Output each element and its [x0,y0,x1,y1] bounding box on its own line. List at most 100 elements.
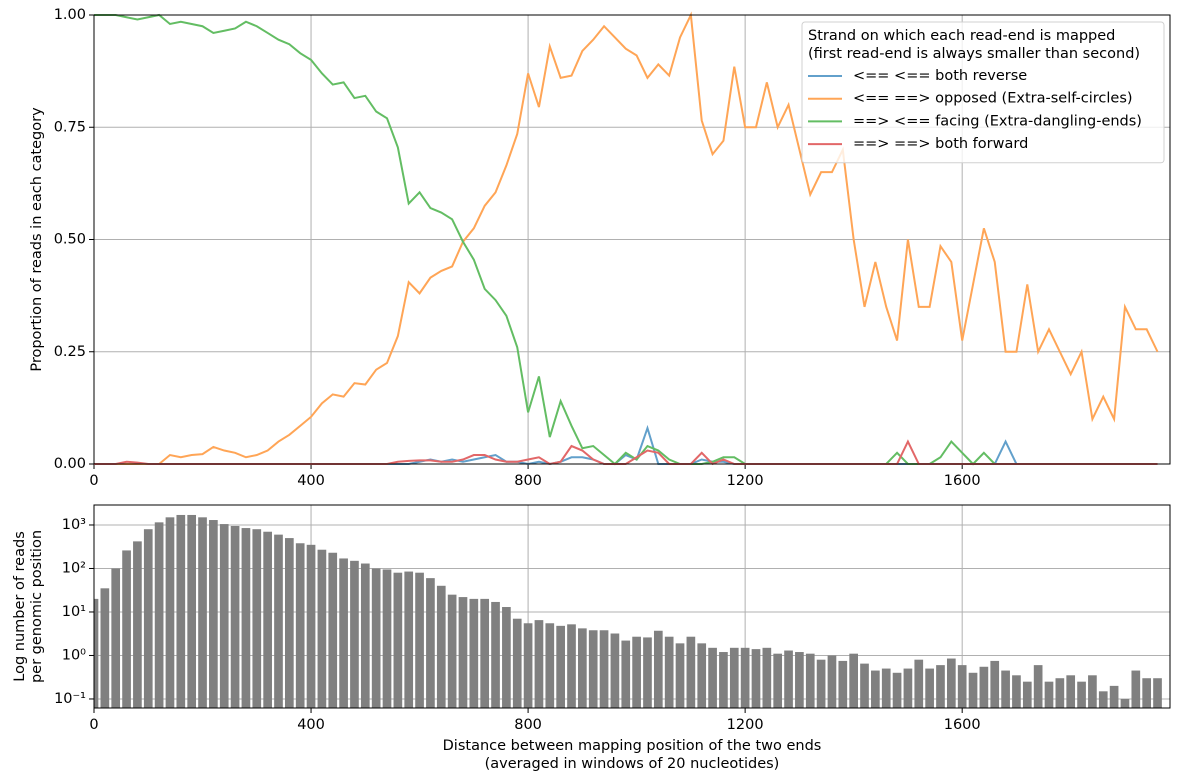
y-tick-label: 10¹ [62,604,86,620]
legend: Strand on which each read-end is mapped (… [801,21,1165,164]
bar [675,643,685,708]
bar [393,572,403,708]
bar [1066,675,1076,708]
series-line [94,424,1158,466]
y-tick-label: 0.25 [54,344,86,360]
bar [708,647,717,708]
x-tick-label: 1600 [944,473,981,489]
bar [198,517,207,708]
bar [382,569,392,708]
bar [263,531,272,708]
bar [968,672,978,708]
x-tick-label: 0 [89,717,98,733]
bar [936,665,945,708]
bar [1098,691,1108,708]
y-tick-label: 0.75 [54,119,86,135]
x-axis-label: Distance between mapping position of the… [443,738,822,754]
bar [415,572,424,708]
bar [751,649,761,708]
bar [697,643,707,708]
series-line [94,13,1158,466]
bar [502,607,511,708]
bar [274,534,283,708]
bar [957,665,967,708]
legend-title: Strand on which each read-end is mapped [808,28,1115,44]
bar [122,550,131,708]
bar [1001,670,1010,708]
bar [230,525,240,708]
y-axis-label: per genomic position [29,530,45,683]
bar [512,618,522,708]
bar [317,549,327,708]
bar [491,601,500,708]
bar [284,538,294,708]
bar [881,668,891,708]
bar [892,672,902,708]
legend-title: (first read-end is always smaller than s… [808,46,1140,62]
bar [1022,681,1032,708]
bar [838,660,848,708]
bar [426,578,435,708]
bar [610,633,620,708]
bar [219,524,229,708]
y-tick-label: 0.00 [54,456,86,472]
bar [578,628,587,708]
bar [784,650,793,708]
bar [458,597,468,708]
y-axis-label: Proportion of reads in each category [29,107,45,372]
bar [94,598,99,708]
bar [306,544,316,708]
bar [143,529,153,708]
bar [643,637,652,708]
bar [371,568,381,708]
bar [1131,670,1141,708]
bar [436,585,446,708]
bar [686,636,696,708]
bar [1044,681,1054,708]
y-tick-label: 10⁰ [62,647,86,663]
bar [339,558,348,708]
x-tick-label: 400 [297,717,325,733]
legend-label: <== ==> opposed (Extra-self-circles) [853,91,1133,107]
y-tick-label: 1.00 [54,7,86,23]
bar [805,653,815,708]
y-tick-label: 0.50 [54,232,86,248]
bar [1109,685,1119,708]
bar [664,636,674,708]
bar [567,624,576,708]
x-tick-label: 800 [514,473,542,489]
x-tick-label: 0 [89,473,98,489]
axes-frame [93,14,1171,465]
bar [1033,665,1043,708]
bar [795,652,804,708]
bar [100,588,110,708]
x-tick-label: 400 [297,473,325,489]
x-axis-label: (averaged in windows of 20 nucleotides) [485,756,780,772]
bar [176,514,186,708]
bar [914,659,924,708]
bar [350,560,359,708]
x-tick-label: 1200 [727,473,764,489]
bar [599,630,609,708]
axes: 0 400 800 1200 1600 10⁻¹ 10⁰ 10¹ 10² 10³ Log numbe… [12,504,1171,772]
bar [133,541,142,708]
bar [719,652,728,708]
y-tick-label: 10² [62,560,86,576]
bar [154,522,164,708]
bar [621,640,631,708]
bar [979,666,989,708]
bar [469,598,479,708]
axes-frame [93,504,1171,709]
x-tick-label: 800 [514,717,542,733]
bar [903,668,913,708]
bar [1077,681,1086,708]
bar [1088,675,1097,708]
bar [773,653,783,708]
legend-box [801,21,1165,164]
bar [328,552,338,708]
bar [1120,698,1130,708]
y-tick-label: 10³ [62,517,86,533]
bar [729,647,739,708]
x-tick-label: 1200 [727,717,764,733]
